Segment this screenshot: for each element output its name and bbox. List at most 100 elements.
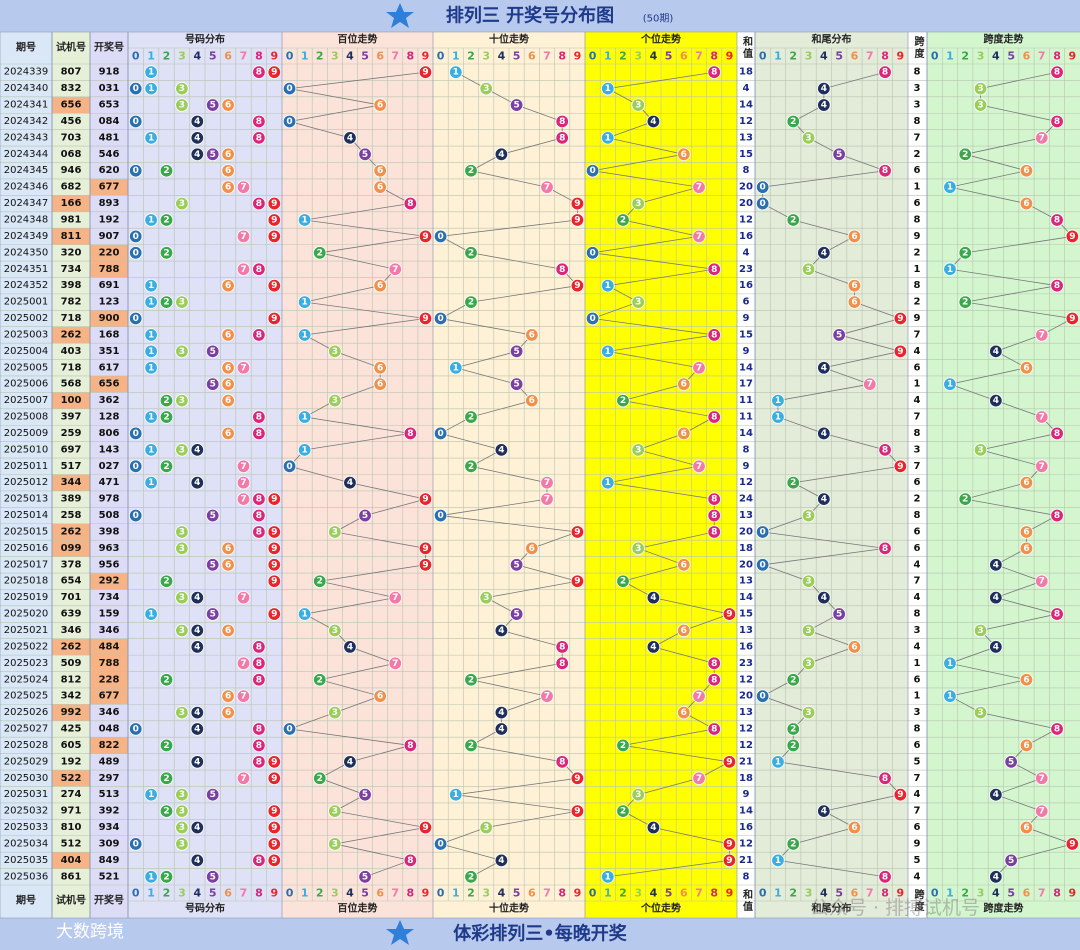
ball <box>958 492 972 506</box>
ball <box>801 656 816 671</box>
trial-number: 971 <box>61 806 82 817</box>
digit-header: 7 <box>1038 50 1046 63</box>
ball <box>817 81 831 96</box>
draw-number: 849 <box>99 855 120 866</box>
digit-header: 1 <box>452 887 460 900</box>
ball-digit: 7 <box>1039 462 1045 472</box>
ball-digit: 7 <box>392 265 398 275</box>
ball-digit: 2 <box>468 298 474 308</box>
ball-digit: 3 <box>805 708 811 718</box>
ball-digit: 4 <box>194 117 200 127</box>
digit-header: 5 <box>361 50 369 63</box>
trial-number: 398 <box>61 280 82 291</box>
digit-header: 2 <box>467 887 475 900</box>
ball-digit: 5 <box>210 101 216 111</box>
ball-digit: 2 <box>163 807 169 817</box>
subtitle: (50期) <box>643 13 674 25</box>
pair-highlight <box>52 523 90 541</box>
ball-digit: 6 <box>225 560 231 570</box>
ball <box>221 278 235 293</box>
trial-number: 992 <box>61 707 82 718</box>
span-value: 3 <box>914 83 921 94</box>
ball <box>555 262 569 276</box>
ball-digit: 3 <box>977 101 983 111</box>
digit-header: 2 <box>789 887 797 900</box>
span-value: 8 <box>914 609 921 620</box>
ball-digit: 6 <box>225 183 231 193</box>
ball-digit: 6 <box>1023 823 1029 833</box>
ball-digit: 8 <box>407 741 413 751</box>
draw-number: 907 <box>99 231 120 242</box>
ball <box>313 246 327 260</box>
ball <box>646 640 661 654</box>
ball <box>190 131 205 145</box>
ball <box>973 443 988 457</box>
ball-digit: 8 <box>711 495 717 505</box>
ball-digit: 6 <box>1023 363 1029 373</box>
ball-digit: 8 <box>256 265 262 275</box>
ball-digit: 9 <box>271 839 277 849</box>
ball <box>1050 213 1064 227</box>
draw-number: 192 <box>99 214 120 225</box>
trial-number: 262 <box>61 329 82 340</box>
ball-digit: 7 <box>240 183 246 193</box>
ball <box>989 590 1003 605</box>
column-label: 开奖号 <box>94 41 124 54</box>
draw-number: 031 <box>99 83 120 94</box>
ball-digit: 8 <box>256 642 262 652</box>
digit-header: 6 <box>376 887 384 900</box>
ball <box>221 361 235 375</box>
ball-digit: 7 <box>696 692 702 702</box>
trial-number: 262 <box>61 641 82 652</box>
ball-digit: 3 <box>805 265 811 275</box>
ball-digit: 6 <box>851 281 857 291</box>
ball-digit: 3 <box>332 396 338 406</box>
ball-digit: 9 <box>1069 232 1075 242</box>
ball <box>494 147 509 162</box>
span-value: 4 <box>914 641 921 652</box>
digit-header: 2 <box>789 50 797 63</box>
ball <box>205 870 220 884</box>
ball-digit: 7 <box>696 462 702 472</box>
ball-digit: 3 <box>332 839 338 849</box>
ball <box>771 755 785 769</box>
ball-digit: 4 <box>194 626 200 636</box>
digit-header: 3 <box>634 887 642 900</box>
ball-digit: 6 <box>225 396 231 406</box>
sum-value: 11 <box>739 395 753 406</box>
ball-digit: 5 <box>836 150 842 160</box>
digit-header: 6 <box>1023 50 1031 63</box>
span-value: 8 <box>914 280 921 291</box>
ball <box>585 246 600 260</box>
span-value: 1 <box>914 691 921 702</box>
ball <box>631 787 645 802</box>
ball-digit: 8 <box>1054 117 1060 127</box>
draw-number: 677 <box>99 691 120 702</box>
ball <box>1035 574 1049 588</box>
sum-value: 14 <box>739 428 753 439</box>
ball-digit: 6 <box>377 166 383 176</box>
trial-number: 100 <box>61 395 82 406</box>
period: 2025023 <box>4 658 49 669</box>
span-value: 1 <box>914 379 921 390</box>
ball-digit: 7 <box>1039 133 1045 143</box>
draw-number: 822 <box>99 740 120 751</box>
sum-value: 12 <box>739 724 753 735</box>
sum-value: 13 <box>739 625 753 636</box>
ball-digit: 2 <box>163 298 169 308</box>
ball <box>755 196 770 211</box>
ball <box>175 705 189 720</box>
pair-highlight <box>90 687 128 705</box>
ball <box>128 114 143 129</box>
ball <box>771 410 785 424</box>
ball-digit: 1 <box>947 380 953 390</box>
draw-number: 346 <box>99 625 120 636</box>
ball <box>144 787 158 802</box>
ball-digit: 3 <box>977 626 983 636</box>
ball <box>128 81 143 96</box>
ball <box>989 558 1003 572</box>
trial-number: 099 <box>61 543 82 554</box>
span-value: 8 <box>914 428 921 439</box>
period: 2025012 <box>4 477 49 488</box>
trial-number: 697 <box>61 444 82 455</box>
